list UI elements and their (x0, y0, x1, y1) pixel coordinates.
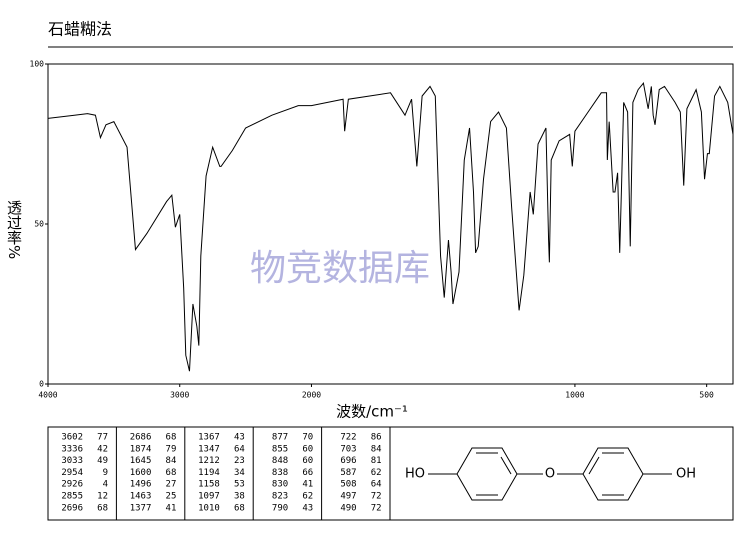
y-axis-label: 透过率% (5, 200, 23, 259)
peak-wavenumber: 497 (340, 492, 356, 502)
peak-wavenumber: 1463 (130, 492, 152, 502)
peak-transmittance: 77 (97, 433, 108, 443)
peak-transmittance: 41 (166, 503, 177, 513)
peak-wavenumber: 1194 (198, 468, 220, 478)
peak-transmittance: 62 (302, 492, 313, 502)
peak-transmittance: 60 (302, 444, 313, 454)
peak-transmittance: 53 (234, 480, 245, 490)
peak-transmittance: 9 (103, 468, 108, 478)
peak-wavenumber: 1367 (198, 433, 220, 443)
peak-transmittance: 64 (234, 444, 245, 454)
peak-transmittance: 84 (371, 444, 382, 454)
peak-transmittance: 79 (166, 444, 177, 454)
peak-transmittance: 60 (302, 456, 313, 466)
peak-wavenumber: 2686 (130, 433, 152, 443)
peak-wavenumber: 3602 (61, 433, 83, 443)
atom-label: OH (676, 467, 696, 482)
peak-wavenumber: 1496 (130, 480, 152, 490)
peak-transmittance: 68 (234, 503, 245, 513)
watermark: 物竞数据库 (250, 248, 430, 289)
x-tick-label: 1000 (565, 391, 584, 400)
peak-wavenumber: 1600 (130, 468, 152, 478)
spectrum-line (47, 82, 734, 372)
peak-wavenumber: 1010 (198, 503, 220, 513)
peak-wavenumber: 2926 (61, 480, 83, 490)
peak-transmittance: 84 (166, 456, 177, 466)
peak-transmittance: 23 (234, 456, 245, 466)
peak-wavenumber: 508 (340, 480, 356, 490)
structure (428, 447, 672, 501)
atom-label: O (545, 467, 555, 482)
peak-wavenumber: 1347 (198, 444, 220, 454)
peak-transmittance: 43 (302, 503, 313, 513)
x-tick-label: 3000 (170, 391, 189, 400)
benzene-ring (582, 447, 644, 501)
benzene-ring (456, 447, 518, 501)
peak-wavenumber: 1645 (130, 456, 152, 466)
peak-wavenumber: 848 (272, 456, 288, 466)
peak-transmittance: 38 (234, 492, 245, 502)
peak-wavenumber: 830 (272, 480, 288, 490)
peak-wavenumber: 587 (340, 468, 356, 478)
peak-transmittance: 72 (371, 503, 382, 513)
peak-wavenumber: 838 (272, 468, 288, 478)
peak-wavenumber: 1158 (198, 480, 220, 490)
peak-wavenumber: 877 (272, 433, 288, 443)
x-tick-label: 500 (699, 391, 714, 400)
peak-wavenumber: 490 (340, 503, 356, 513)
peak-wavenumber: 1212 (198, 456, 220, 466)
peak-transmittance: 42 (97, 444, 108, 454)
peak-wavenumber: 855 (272, 444, 288, 454)
peak-wavenumber: 1377 (130, 503, 152, 513)
peak-wavenumber: 3033 (61, 456, 83, 466)
peak-transmittance: 86 (371, 433, 382, 443)
peak-wavenumber: 2954 (61, 468, 83, 478)
peak-transmittance: 25 (166, 492, 177, 502)
peak-transmittance: 70 (302, 433, 313, 443)
peak-wavenumber: 2696 (61, 503, 83, 513)
peak-wavenumber: 703 (340, 444, 356, 454)
peak-transmittance: 43 (234, 433, 245, 443)
peak-wavenumber: 790 (272, 503, 288, 513)
peak-wavenumber: 1097 (198, 492, 220, 502)
y-tick-label: 100 (30, 60, 45, 69)
peak-wavenumber: 823 (272, 492, 288, 502)
y-tick-label: 50 (34, 220, 44, 229)
peak-transmittance: 27 (166, 480, 177, 490)
double-bond (588, 456, 600, 475)
peak-wavenumber: 1874 (130, 444, 152, 454)
peak-wavenumber: 722 (340, 433, 356, 443)
double-bond (500, 456, 512, 475)
peak-transmittance: 68 (166, 468, 177, 478)
peak-transmittance: 68 (97, 503, 108, 513)
peak-transmittance: 81 (371, 456, 382, 466)
chart-title: 石蜡糊法 (48, 20, 112, 39)
peak-transmittance: 34 (234, 468, 245, 478)
y-tick-label: 0 (39, 380, 44, 389)
peak-transmittance: 66 (302, 468, 313, 478)
peak-transmittance: 72 (371, 492, 382, 502)
peak-wavenumber: 2855 (61, 492, 83, 502)
x-tick-label: 2000 (302, 391, 321, 400)
peak-transmittance: 4 (103, 480, 108, 490)
peak-wavenumber: 696 (340, 456, 356, 466)
x-axis-label: 波数/cm⁻¹ (336, 403, 408, 421)
peak-transmittance: 12 (97, 492, 108, 502)
peak-transmittance: 64 (371, 480, 382, 490)
peak-transmittance: 62 (371, 468, 382, 478)
peak-transmittance: 41 (302, 480, 313, 490)
peak-transmittance: 49 (97, 456, 108, 466)
x-tick-label: 4000 (38, 391, 57, 400)
atom-label: HO (405, 467, 425, 482)
peak-wavenumber: 3336 (61, 444, 83, 454)
peak-transmittance: 68 (166, 433, 177, 443)
